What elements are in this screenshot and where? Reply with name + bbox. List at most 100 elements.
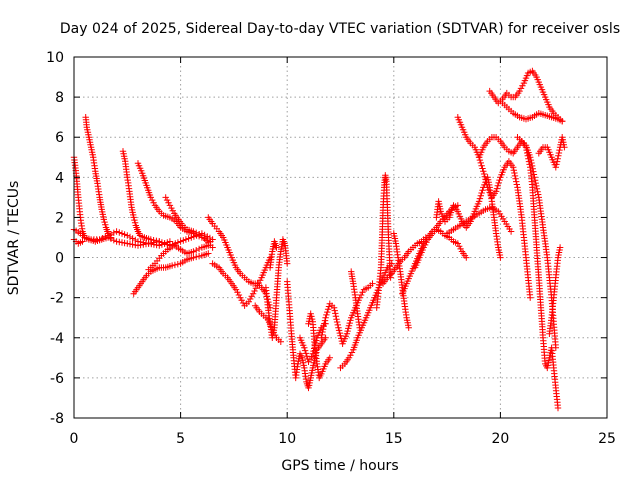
data-point <box>346 319 353 327</box>
data-point <box>554 404 562 412</box>
data-point <box>423 239 430 246</box>
data-point <box>556 244 564 251</box>
x-tick-label: 0 <box>70 431 79 447</box>
data-point <box>347 317 354 324</box>
data-point <box>129 235 136 242</box>
data-point <box>477 159 484 167</box>
data-point <box>116 229 123 236</box>
data-point <box>190 254 197 261</box>
axis-ticks <box>73 56 608 419</box>
data-point <box>247 295 254 303</box>
data-point <box>156 238 163 245</box>
data-point <box>456 243 463 250</box>
data-point <box>405 324 412 331</box>
data-point <box>513 178 520 185</box>
data-point <box>319 328 326 336</box>
data-point <box>193 229 200 236</box>
series-4 <box>119 148 163 245</box>
data-point <box>131 216 138 224</box>
series-18 <box>337 260 395 372</box>
data-point <box>319 326 327 333</box>
data-point <box>306 356 314 363</box>
data-point <box>497 254 504 261</box>
data-point <box>150 237 157 244</box>
data-point <box>318 331 326 339</box>
data-point <box>482 176 489 183</box>
data-point <box>454 240 461 247</box>
y-axis-label: SDTVAR / TECUs <box>6 181 22 296</box>
chart-title: Day 024 of 2025, Sidereal Day-to-day VTE… <box>60 21 620 37</box>
series-10 <box>209 254 274 309</box>
x-tick-label: 25 <box>598 431 616 447</box>
series-11 <box>262 236 291 341</box>
data-point <box>480 168 487 175</box>
series-17 <box>318 280 376 347</box>
data-point <box>301 347 309 354</box>
data-point <box>479 187 486 194</box>
data-point <box>463 254 470 261</box>
y-tick-label: -2 <box>50 291 64 307</box>
data-point <box>100 216 107 223</box>
data-point <box>325 303 333 310</box>
data-point <box>553 158 561 165</box>
data-point <box>356 324 363 331</box>
data-point <box>475 198 483 205</box>
series-3 <box>82 114 114 241</box>
data-point <box>334 321 341 329</box>
data-point <box>234 289 241 296</box>
data-point <box>162 194 169 201</box>
data-point <box>555 152 562 159</box>
data-point <box>526 161 533 168</box>
data-point <box>324 308 331 316</box>
data-point <box>494 182 501 189</box>
y-tick-label: 10 <box>46 50 64 66</box>
data-point <box>193 247 200 254</box>
data-point <box>284 260 291 267</box>
data-point <box>350 286 358 293</box>
data-point <box>257 277 264 284</box>
data-point <box>79 238 86 245</box>
data-point <box>492 188 500 195</box>
data-point <box>480 170 488 178</box>
data-point <box>168 262 176 269</box>
data-point <box>535 191 542 198</box>
x-tick-label: 10 <box>278 431 296 447</box>
data-point <box>130 214 137 221</box>
data-point <box>96 236 103 243</box>
data-point <box>510 167 517 174</box>
data-point <box>308 313 315 320</box>
data-point <box>132 236 139 244</box>
data-point <box>110 237 117 244</box>
data-point <box>153 237 160 244</box>
data-point <box>477 192 484 199</box>
data-point <box>107 234 114 241</box>
data-point <box>345 325 352 332</box>
data-point <box>322 314 329 321</box>
data-point <box>516 87 523 95</box>
data-point <box>277 338 284 345</box>
data-point <box>333 316 340 323</box>
data-point <box>121 231 128 238</box>
series-19 <box>348 268 363 331</box>
data-point <box>511 169 518 177</box>
data-point <box>271 331 279 339</box>
data-point <box>512 175 519 182</box>
data-point <box>553 161 560 168</box>
data-point <box>273 244 280 251</box>
data-point <box>344 327 351 335</box>
data-point <box>483 178 490 186</box>
data-point <box>531 177 539 184</box>
data-point <box>331 307 338 314</box>
data-point <box>532 179 539 187</box>
data-point <box>150 199 157 206</box>
data-point <box>559 118 566 125</box>
data-point <box>101 218 108 226</box>
y-tick-label: 2 <box>55 210 64 226</box>
series-7 <box>130 250 212 297</box>
data-point <box>332 313 340 320</box>
data-point <box>249 290 257 297</box>
x-axis-label: GPS time / hours <box>281 458 398 474</box>
data-point <box>174 239 182 246</box>
series-33 <box>546 244 564 337</box>
y-tick-label: -4 <box>50 331 64 347</box>
